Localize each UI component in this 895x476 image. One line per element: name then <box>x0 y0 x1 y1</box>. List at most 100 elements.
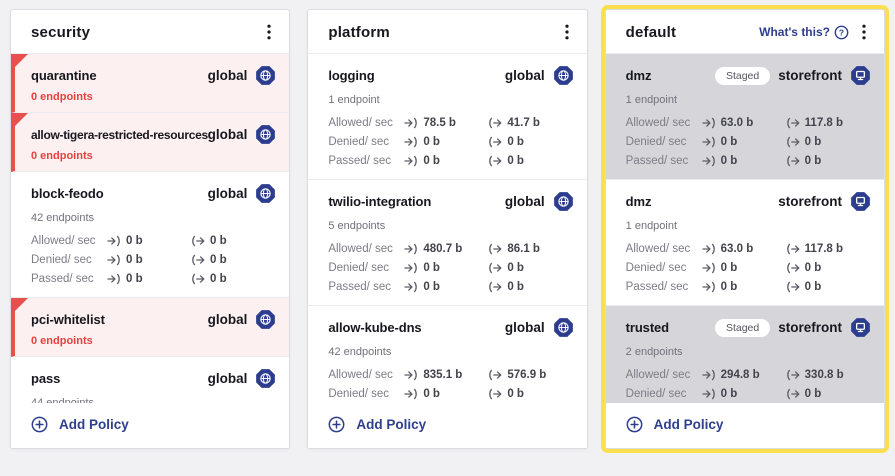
add-policy-button[interactable]: Add Policy <box>605 403 884 448</box>
policy-card-header: logging global <box>328 65 573 86</box>
policy-card[interactable]: dmz storefront 1 endpoint Allowed/ sec <box>605 180 884 306</box>
endpoints-count: 42 endpoints <box>31 212 94 224</box>
ingress-stat: 835.1 b <box>404 369 488 381</box>
egress-value: 0 b <box>507 261 524 274</box>
stat-row: Denied/ sec 0 b 0 b <box>328 132 573 151</box>
policy-card[interactable]: pass global 44 endpoints Allowed/ sec <box>11 357 290 403</box>
ingress-stat: 0 b <box>702 281 786 293</box>
column-title: platform <box>328 23 390 41</box>
policy-card[interactable]: dmz Staged storefront 1 endpoint Allowed… <box>605 54 884 180</box>
arrow-into-icon <box>702 243 716 255</box>
add-policy-label: Add Policy <box>356 417 427 432</box>
endpoints-count: 1 endpoint <box>625 220 678 232</box>
arrow-into-icon <box>404 117 418 129</box>
ingress-stat: 0 b <box>404 388 488 400</box>
policy-column-default: default What's this? ? <box>604 9 885 449</box>
egress-value: 117.8 b <box>804 116 844 129</box>
policy-name: twilio-integration <box>328 194 432 209</box>
whats-this-link[interactable]: What's this? ? <box>759 25 849 40</box>
column-menu-button[interactable] <box>856 23 872 41</box>
column-title: security <box>31 23 91 41</box>
policy-name: dmz <box>625 68 652 83</box>
add-policy-label: Add Policy <box>653 417 724 432</box>
egress-value: 0 b <box>210 234 227 247</box>
column-title: default <box>625 23 677 41</box>
policy-card[interactable]: allow-kube-dns global 42 endpoints Allow… <box>308 306 587 403</box>
scope-label: global <box>504 194 545 209</box>
egress-stat: 0 b <box>191 235 276 247</box>
endpoints-count: 0 endpoints <box>31 150 93 162</box>
arrow-out-icon <box>488 155 502 167</box>
stat-row: Allowed/ sec 78.5 b 41.7 b <box>328 113 573 132</box>
policy-card-header: dmz Staged storefront <box>626 65 871 86</box>
svg-text:?: ? <box>839 27 844 37</box>
ingress-value: 0 b <box>423 261 440 274</box>
column-menu-button[interactable] <box>261 23 277 41</box>
policy-card-header: twilio-integration global <box>328 191 573 212</box>
scope-label: global <box>504 68 545 83</box>
egress-value: 0 b <box>507 280 524 293</box>
policy-card[interactable]: quarantine global 0 endpoints <box>11 54 290 113</box>
stat-row: Denied/ sec 0 b 0 b <box>626 258 871 277</box>
arrow-into-icon <box>702 155 716 167</box>
stat-row: Allowed/ sec 835.1 b 576.9 b <box>328 365 573 384</box>
policy-card[interactable]: logging global 1 endpoint Allowed/ sec <box>308 54 587 180</box>
policy-card[interactable]: allow-tigera-restricted-resources global… <box>11 113 290 172</box>
column-header-actions: What's this? ? <box>759 23 872 41</box>
egress-stat: 86.1 b <box>488 243 573 255</box>
stat-row: Denied/ sec 0 b 0 b <box>328 258 573 277</box>
globe-icon <box>255 65 276 86</box>
add-policy-button[interactable]: Add Policy <box>11 403 290 448</box>
policy-column-platform: platform logging global <box>307 9 588 449</box>
policy-card[interactable]: twilio-integration global 5 endpoints Al… <box>308 180 587 306</box>
kebab-icon <box>862 24 866 40</box>
egress-stat: 0 b <box>191 254 276 266</box>
arrow-out-icon <box>488 243 502 255</box>
policy-card[interactable]: trusted Staged storefront 2 endpoints Al… <box>605 306 884 403</box>
whats-this-label: What's this? <box>759 25 830 39</box>
arrow-into-icon <box>702 388 716 400</box>
scope-label: storefront <box>778 194 842 209</box>
egress-stat: 330.8 b <box>786 369 871 381</box>
scope-label: global <box>504 320 545 335</box>
policy-card-header: allow-kube-dns global <box>328 317 573 338</box>
add-policy-button[interactable]: Add Policy <box>308 403 587 448</box>
stats-table: Allowed/ sec 294.8 b 330.8 b De <box>626 365 871 403</box>
stat-row: Denied/ sec 0 b 0 b <box>31 250 276 269</box>
policy-card-header: allow-tigera-restricted-resources global <box>31 124 276 145</box>
globe-icon <box>255 309 276 330</box>
arrow-out-icon <box>488 262 502 274</box>
egress-value: 0 b <box>507 387 524 400</box>
policy-card[interactable]: block-feodo global 42 endpoints Allowed/… <box>11 172 290 298</box>
endpoints-count: 1 endpoint <box>625 94 678 106</box>
ingress-value: 0 b <box>423 154 440 167</box>
ingress-stat: 0 b <box>107 235 191 247</box>
egress-value: 576.9 b <box>507 368 547 381</box>
scope-label: global <box>207 127 248 142</box>
egress-stat: 117.8 b <box>786 243 871 255</box>
stat-label: Denied/ sec <box>328 261 390 274</box>
arrow-out-icon <box>488 369 502 381</box>
plus-circle-icon <box>328 416 345 433</box>
ingress-stat: 63.0 b <box>702 117 786 129</box>
stat-row: Denied/ sec 0 b 0 b <box>626 132 871 151</box>
arrow-out-icon <box>786 243 800 255</box>
scope-label: global <box>207 371 248 386</box>
ingress-value: 480.7 b <box>423 242 463 255</box>
arrow-out-icon <box>786 281 800 293</box>
column-menu-button[interactable] <box>559 23 575 41</box>
arrow-out-icon <box>191 254 205 266</box>
policy-card[interactable]: pci-whitelist global 0 endpoints <box>11 298 290 357</box>
egress-value: 0 b <box>804 154 822 167</box>
scope-label: storefront <box>778 320 842 335</box>
endpoints-count: 5 endpoints <box>328 220 386 232</box>
egress-stat: 117.8 b <box>786 117 871 129</box>
ingress-value: 835.1 b <box>423 368 463 381</box>
storefront-icon <box>850 317 871 338</box>
egress-value: 0 b <box>210 272 227 285</box>
policy-name: trusted <box>625 320 670 335</box>
ingress-value: 0 b <box>720 135 738 148</box>
column-header: default What's this? ? <box>605 10 884 54</box>
ingress-stat: 78.5 b <box>404 117 488 129</box>
scope-label: global <box>207 186 248 201</box>
